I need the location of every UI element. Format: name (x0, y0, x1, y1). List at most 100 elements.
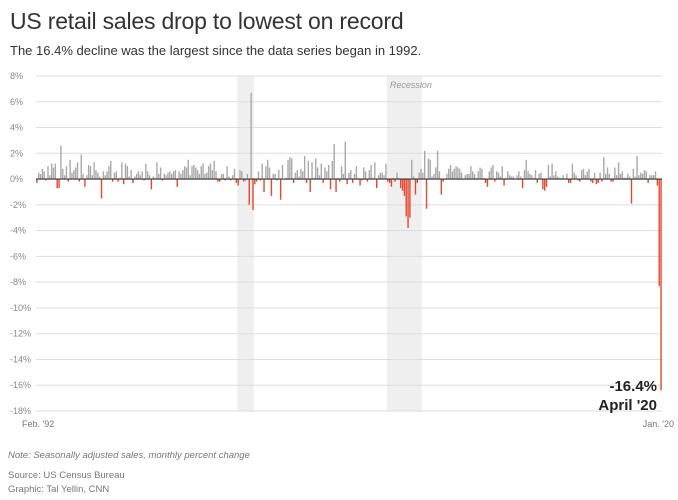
bar (342, 173, 345, 180)
bar (396, 172, 398, 180)
bar (63, 175, 66, 180)
bar (268, 167, 271, 180)
bar (608, 173, 611, 180)
bar (575, 175, 577, 180)
bar (320, 163, 322, 180)
bar (139, 175, 142, 180)
bar (169, 171, 171, 180)
bar (254, 179, 256, 185)
bar (69, 159, 71, 180)
bar (588, 168, 590, 180)
bar (606, 167, 609, 180)
bar (387, 179, 389, 182)
y-tick-label: 4% (10, 123, 23, 133)
bar (244, 179, 247, 181)
bar (593, 172, 596, 180)
bar (610, 179, 612, 182)
bar (150, 179, 153, 190)
bar (351, 179, 354, 183)
bar (394, 179, 396, 182)
bar (243, 179, 245, 182)
bar (230, 179, 232, 181)
bar (390, 179, 393, 187)
bar (527, 171, 529, 180)
bar (508, 175, 511, 180)
bar (82, 173, 84, 180)
bar (571, 163, 574, 180)
bar (50, 163, 53, 180)
bar (182, 170, 184, 180)
bar (643, 170, 646, 180)
bar (285, 177, 287, 180)
bar (377, 175, 380, 180)
y-tick-label: -10% (10, 303, 31, 313)
bar (641, 173, 644, 180)
bar (536, 179, 539, 183)
bar (287, 159, 289, 180)
bar (41, 168, 44, 180)
bar (501, 166, 503, 180)
bar (405, 179, 407, 217)
bar (412, 176, 415, 180)
bar (219, 179, 221, 182)
bar (604, 173, 607, 180)
bar (457, 167, 459, 180)
bar (652, 175, 655, 180)
bar (111, 179, 114, 182)
bar (592, 179, 594, 183)
bar (178, 171, 180, 180)
bar (464, 175, 467, 180)
bar (110, 161, 112, 180)
bar (261, 163, 263, 180)
bar (628, 176, 631, 180)
bar (106, 171, 108, 180)
bar (425, 179, 428, 209)
bar (213, 161, 215, 180)
bar (542, 179, 544, 190)
bar (577, 179, 579, 181)
y-tick-label: -12% (10, 329, 31, 339)
bar (636, 155, 638, 180)
bar (265, 166, 267, 180)
bar (78, 179, 81, 182)
bar (505, 177, 507, 180)
bar (307, 161, 310, 180)
bar (134, 176, 136, 180)
bar (531, 175, 533, 180)
bar (459, 168, 461, 180)
bar (302, 171, 304, 180)
x-tick-label-end: Jan. '20 (643, 419, 674, 429)
bar (54, 163, 57, 180)
bar (76, 162, 79, 180)
bar (475, 177, 478, 180)
recession-band (386, 76, 422, 411)
bar (207, 166, 210, 180)
bar (126, 166, 129, 180)
bar (423, 150, 426, 180)
bar (255, 179, 258, 182)
bar (431, 176, 433, 180)
bar (39, 173, 42, 180)
bar (582, 168, 585, 180)
bar (534, 170, 537, 180)
bar (211, 170, 214, 180)
bar (553, 175, 555, 180)
bar (300, 168, 302, 180)
bar (617, 162, 620, 180)
bar (93, 162, 95, 180)
bar (246, 173, 249, 180)
bar (562, 175, 564, 180)
bar (183, 166, 186, 180)
bar (603, 157, 605, 180)
bar (202, 163, 204, 180)
bar (294, 172, 297, 180)
bar (141, 171, 143, 180)
bar (473, 173, 476, 180)
bar (67, 179, 69, 182)
bar (270, 179, 273, 196)
bar (102, 171, 105, 180)
bar (333, 144, 335, 180)
bar (547, 164, 550, 180)
bar (272, 173, 274, 180)
y-tick-label: 2% (10, 148, 23, 158)
